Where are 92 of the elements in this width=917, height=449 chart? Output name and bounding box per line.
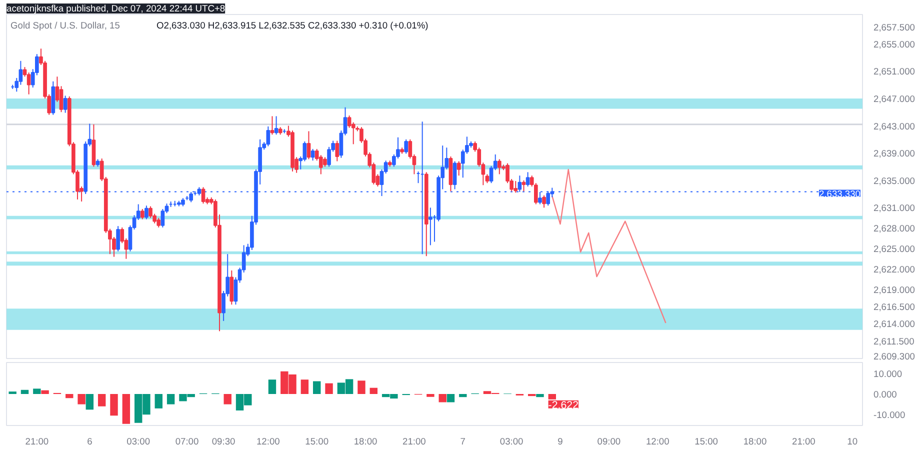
candlestick <box>310 148 315 162</box>
candlestick <box>456 160 461 176</box>
candlestick <box>274 116 278 136</box>
y-tick-label: 2,647.000 <box>874 94 915 104</box>
y-tick-label: 2,625.000 <box>874 244 915 254</box>
y-tick-label: 2,635.000 <box>874 176 915 186</box>
x-tick-label: 6 <box>87 436 92 446</box>
x-tick-label: 09:30 <box>212 436 236 446</box>
bar <box>438 394 446 402</box>
y-tick-label: 2,655.000 <box>874 39 915 50</box>
candlestick <box>452 160 457 190</box>
bar <box>224 394 232 404</box>
ref-line-label: 2,633.330 <box>819 188 860 199</box>
y-tick-label: 0.000 <box>874 390 897 400</box>
bar <box>66 394 74 398</box>
bar <box>122 394 130 424</box>
y-tick-label: -10.000 <box>874 410 906 420</box>
x-tick-label: 18:00 <box>354 436 378 446</box>
y-tick-label: 2,619.000 <box>874 285 915 296</box>
y-tick-label: 2,643.000 <box>874 121 915 132</box>
candlestick <box>514 180 518 194</box>
bar <box>268 380 276 394</box>
x-tick-label: 12:00 <box>646 436 670 446</box>
candlestick <box>140 208 144 220</box>
bar <box>426 394 434 397</box>
bar <box>166 394 175 404</box>
candlestick <box>335 140 340 162</box>
candlestick <box>428 207 432 246</box>
y-tick-label: 2,628.000 <box>874 224 915 234</box>
x-tick-label: 21:00 <box>792 436 816 446</box>
y-tick-label: 2,651.000 <box>874 66 915 77</box>
candlestick <box>59 86 64 113</box>
line-series <box>552 168 666 324</box>
candlestick <box>230 270 234 306</box>
text: O2,633.030 H2,633.915 L2,632.535 C2,633.330 +0.310 (+0.01%) <box>156 20 428 30</box>
bar <box>536 394 544 398</box>
candlestick <box>497 158 502 175</box>
candlestick <box>347 115 352 128</box>
candlestick <box>306 130 311 160</box>
candlestick <box>302 140 307 162</box>
bar <box>98 394 106 406</box>
y-tick-label: 2,616.500 <box>874 302 915 312</box>
bar <box>325 383 333 394</box>
bar <box>41 390 49 394</box>
x-tick-label: 21:00 <box>402 436 426 446</box>
bar <box>358 380 366 394</box>
bar <box>110 394 118 416</box>
bar <box>370 388 378 394</box>
candlestick <box>144 205 148 220</box>
x-tick-label: 10 <box>847 436 858 446</box>
bar <box>86 394 94 410</box>
x-tick-label: 12:00 <box>256 436 280 446</box>
candlestick <box>156 217 161 228</box>
y-tick-label: 10.000 <box>874 368 902 379</box>
bar <box>33 388 41 394</box>
candlestick <box>323 156 327 168</box>
y-tick-label: 2,611.500 <box>874 336 914 346</box>
x-tick-label: 09:00 <box>597 436 621 446</box>
text: acetonjknsfka published, Dec 07, 2024 22:44 UTC+8 <box>6 4 226 14</box>
candlestick <box>404 138 408 154</box>
x-tick-label: 7 <box>460 436 466 446</box>
y-tick-label: 2,614.000 <box>874 319 915 330</box>
x-tick-label: 18:00 <box>743 436 767 446</box>
y-tick-label: 2,657.500 <box>874 22 915 32</box>
candlestick <box>63 95 68 114</box>
x-tick-label: 03:00 <box>500 436 524 446</box>
bar <box>154 394 162 408</box>
x-tick-label: 21:00 <box>25 436 49 446</box>
candlestick <box>116 226 120 252</box>
x-tick-label: 15:00 <box>305 436 329 446</box>
bar <box>446 394 455 402</box>
y-tick-label: 2,622.000 <box>874 264 915 275</box>
x-tick-label: 03:00 <box>126 436 150 446</box>
candlestick <box>201 186 206 204</box>
candlestick <box>270 116 274 136</box>
candlestick <box>18 60 23 86</box>
bar <box>20 390 29 394</box>
data-label: -2.622 <box>548 399 579 412</box>
x-tick-label: 9 <box>558 436 563 446</box>
bar <box>78 394 86 404</box>
y-tick-label: 2,639.000 <box>874 148 915 159</box>
bar <box>459 394 467 398</box>
text: Gold Spot / U.S. Dollar, 15 <box>10 20 120 30</box>
bar <box>312 381 321 394</box>
candlestick <box>522 180 526 192</box>
y-tick-label: 2,631.000 <box>874 203 915 214</box>
bar <box>300 380 309 394</box>
candlestick <box>526 172 530 187</box>
x-tick-label: 15:00 <box>694 436 718 446</box>
candlestick <box>542 194 546 208</box>
candlestick <box>266 126 270 147</box>
x-tick-label: 07:00 <box>175 436 199 446</box>
